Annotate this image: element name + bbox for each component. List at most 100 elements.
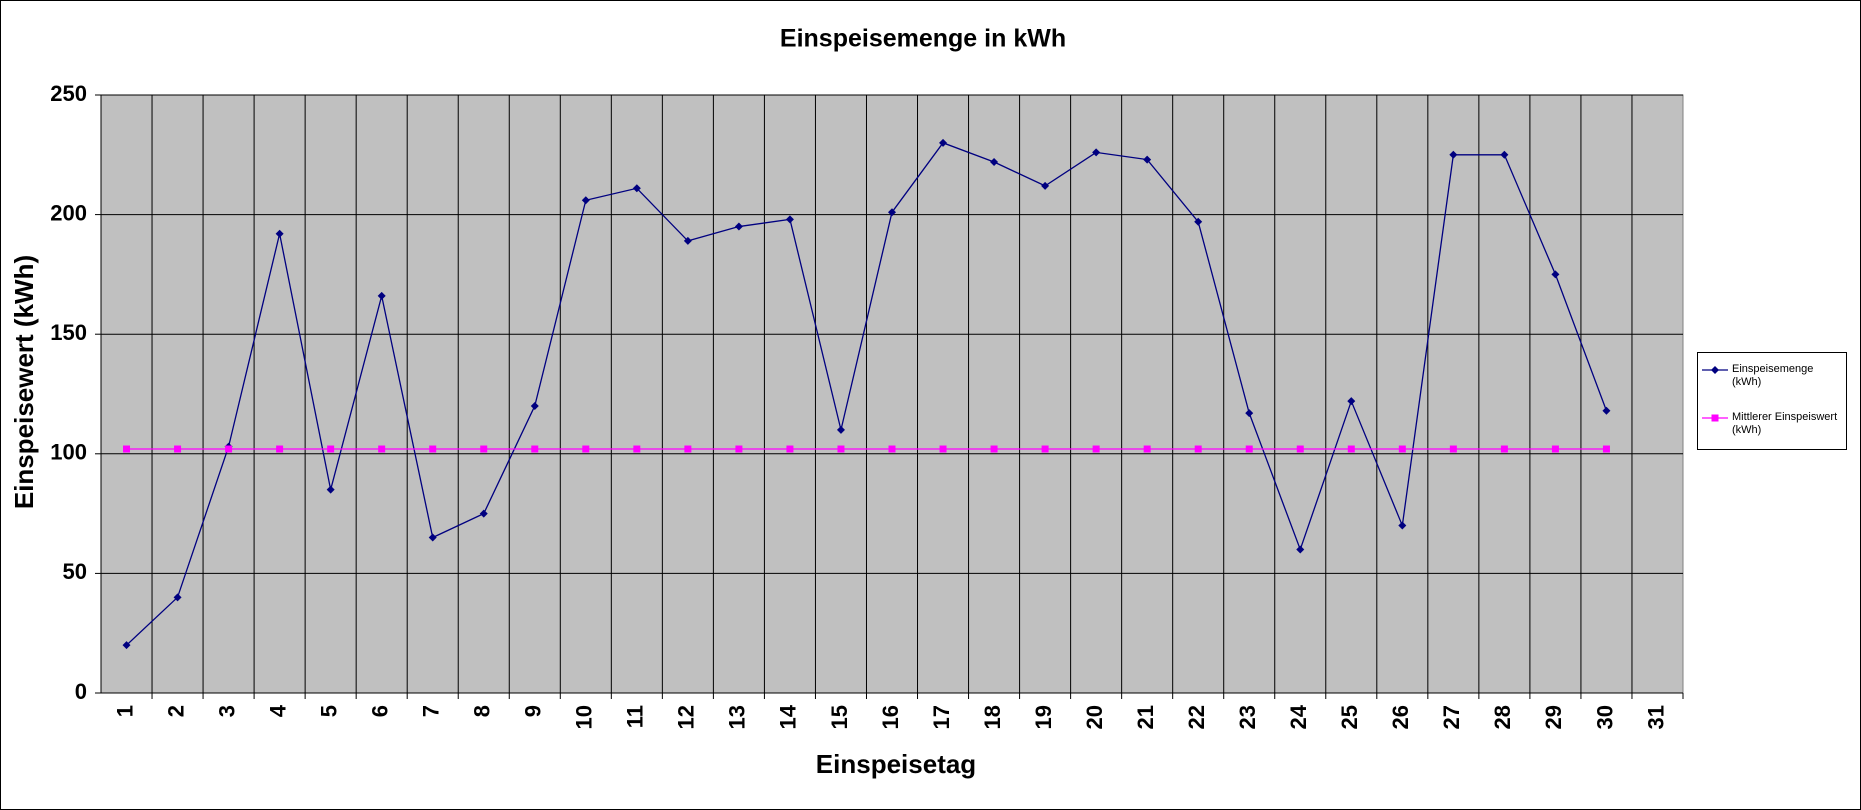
plot-area (100, 94, 1684, 694)
point (1092, 148, 1101, 157)
x-tick-label: 5 (316, 705, 341, 717)
point (1602, 445, 1610, 453)
legend-swatch (1702, 414, 1728, 422)
point (1245, 409, 1254, 418)
x-axis-title: Einspeisetag (816, 749, 976, 779)
point (1347, 397, 1356, 406)
x-tick-label: 22 (1184, 705, 1209, 729)
point (173, 593, 182, 602)
x-tick-label: 30 (1592, 705, 1617, 729)
x-tick-label: 21 (1133, 705, 1158, 729)
x-tick-label: 20 (1082, 705, 1107, 729)
point (837, 445, 845, 453)
point (429, 445, 437, 453)
y-tick-label: 250 (50, 81, 87, 106)
point (1194, 445, 1202, 453)
x-tick-label: 10 (572, 705, 597, 729)
point (276, 445, 284, 453)
point (786, 445, 794, 453)
legend: Einspeisemenge (kWh) Mittlerer Einspeiswe… (1697, 352, 1847, 450)
legend-label: Mittlerer Einspeiswert (kWh) (1732, 411, 1838, 436)
y-tick-label: 100 (50, 440, 87, 465)
x-tick-label: 4 (265, 704, 290, 717)
x-tick-label: 25 (1337, 705, 1362, 729)
point (785, 215, 794, 224)
point (275, 229, 284, 238)
x-tick-label: 11 (623, 705, 648, 728)
point (1602, 406, 1611, 415)
x-tick-label: 2 (163, 705, 188, 717)
x-tick-label: 18 (980, 705, 1005, 729)
point (225, 445, 233, 453)
point (581, 196, 590, 205)
x-tick-label: 17 (929, 705, 954, 729)
y-tick-label: 200 (50, 200, 87, 225)
point (530, 401, 539, 410)
point (1500, 150, 1509, 159)
point (1449, 445, 1457, 453)
chart-title: Einspeisemenge in kWh (780, 25, 1066, 53)
point (633, 445, 641, 453)
point (531, 445, 539, 453)
point (888, 208, 896, 217)
point (1398, 521, 1407, 530)
x-tick-label: 31 (1643, 705, 1668, 729)
legend-marker (1711, 366, 1719, 374)
point (1041, 181, 1050, 190)
point (377, 291, 386, 300)
x-tick-label: 29 (1541, 705, 1566, 729)
x-tick-label: 12 (674, 705, 699, 729)
point (990, 157, 999, 166)
point (632, 184, 641, 193)
point (1143, 445, 1151, 453)
point (1551, 445, 1559, 453)
point (378, 445, 386, 453)
x-tick-label: 19 (1031, 705, 1056, 729)
x-tick-label: 9 (521, 705, 546, 717)
point (990, 445, 998, 453)
point (122, 641, 131, 650)
x-tick-label: 3 (214, 705, 239, 717)
point (1398, 445, 1406, 453)
point (1296, 545, 1305, 554)
point (326, 485, 335, 494)
point (1194, 217, 1203, 226)
x-tick-label: 6 (367, 705, 392, 717)
y-tick-label: 0 (75, 679, 87, 704)
point (939, 445, 947, 453)
legend-marker (1711, 414, 1719, 422)
x-tick-label: 24 (1286, 704, 1311, 729)
y-axis-title: Einspeisewert (kWh) (9, 255, 39, 509)
point (1245, 445, 1253, 453)
point (1143, 155, 1152, 164)
point (888, 445, 896, 453)
x-tick-label: 26 (1388, 705, 1413, 729)
point (479, 509, 488, 518)
point (1092, 445, 1100, 453)
point (1296, 445, 1304, 453)
point (327, 445, 335, 453)
legend-swatch (1702, 366, 1728, 374)
point (734, 222, 743, 231)
point (123, 445, 131, 453)
legend-label: Einspeisemenge (kWh) (1732, 363, 1814, 388)
point (480, 445, 488, 453)
point (582, 445, 590, 453)
y-tick-label: 150 (50, 320, 87, 345)
series-line (126, 142, 1608, 646)
point (1041, 445, 1049, 453)
point (428, 533, 437, 542)
point (1347, 445, 1355, 453)
point (683, 236, 692, 245)
point (684, 445, 692, 453)
point (939, 138, 948, 147)
x-tick-label: 28 (1490, 705, 1515, 729)
x-tick-label: 16 (878, 705, 903, 729)
x-tick-label: 1 (112, 705, 137, 717)
y-tick-label: 50 (63, 559, 87, 584)
x-tick-label: 27 (1439, 705, 1464, 729)
x-tick-label: 15 (827, 705, 852, 729)
x-tick-label: 14 (776, 704, 801, 729)
